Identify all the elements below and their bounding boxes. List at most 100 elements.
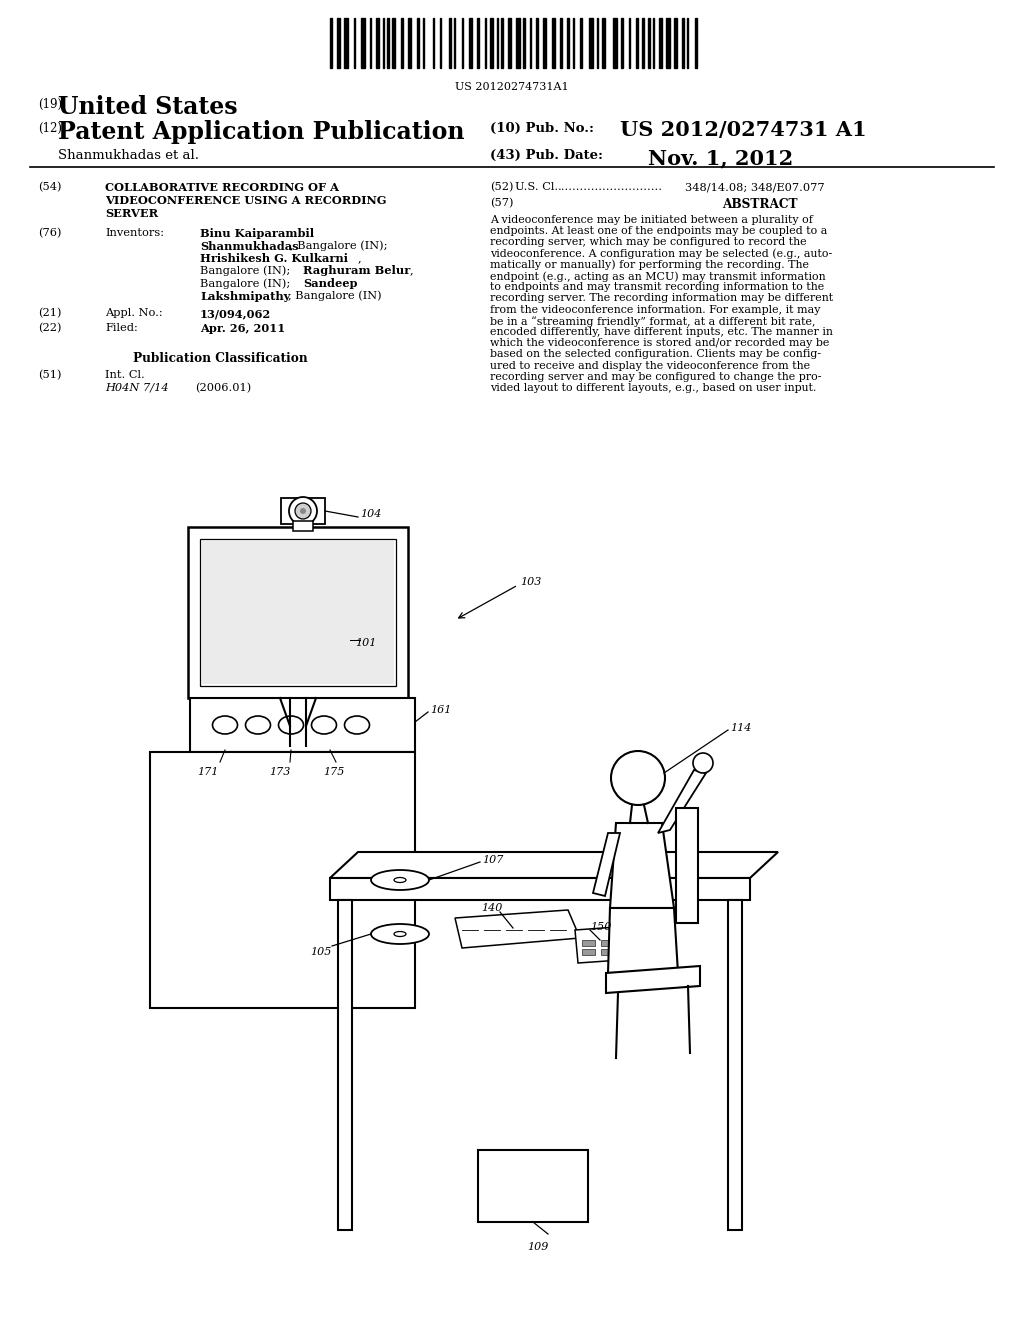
Text: ABSTRACT: ABSTRACT [722,198,798,211]
Bar [361,18,365,69]
Ellipse shape [394,932,406,936]
Text: (76): (76) [38,228,61,239]
Polygon shape [606,966,700,993]
Text: based on the selected configuration. Clients may be config-: based on the selected configuration. Cli… [490,350,821,359]
Bar [469,18,472,69]
Text: (2006.01): (2006.01) [195,383,251,393]
Text: Shanmukhadas et al.: Shanmukhadas et al. [58,149,199,162]
Text: 140: 140 [481,903,503,913]
Bar [648,18,650,69]
Text: 109: 109 [527,1242,549,1251]
Text: matically or manually) for performing the recording. The: matically or manually) for performing th… [490,260,809,271]
Text: 150: 150 [590,921,611,932]
Circle shape [300,508,306,513]
Bar [642,18,644,69]
Bar [567,18,569,69]
Text: 114: 114 [730,723,752,733]
Text: Appl. No.:: Appl. No.: [105,308,163,318]
Bar [408,18,411,69]
Polygon shape [330,851,778,878]
Ellipse shape [246,715,270,734]
Text: vided layout to different layouts, e.g., based on user input.: vided layout to different layouts, e.g.,… [490,383,816,393]
Bar [636,18,638,69]
Circle shape [693,752,713,774]
Bar [601,940,614,946]
Text: recording server and may be configured to change the pro-: recording server and may be configured t… [490,372,821,381]
Text: recording server, which may be configured to record the: recording server, which may be configure… [490,238,807,247]
Text: ............................: ............................ [558,182,663,191]
Bar [281,498,325,524]
Bar [478,1150,588,1222]
Text: Binu Kaiparambil: Binu Kaiparambil [200,228,314,239]
Bar [582,949,595,954]
Circle shape [295,503,311,519]
Bar [682,18,684,69]
Ellipse shape [371,870,429,890]
Ellipse shape [371,924,429,944]
Bar [200,539,396,686]
Text: United States: United States [58,95,238,119]
Bar [613,18,617,69]
Text: (43) Pub. Date:: (43) Pub. Date: [490,149,603,162]
Bar [601,949,614,954]
Polygon shape [455,909,580,948]
Bar [150,752,415,1008]
Text: videoconference. A configuration may be selected (e.g., auto-: videoconference. A configuration may be … [490,248,833,259]
Text: 175: 175 [324,767,345,777]
Text: be in a “streaming friendly” format, at a different bit rate,: be in a “streaming friendly” format, at … [490,315,815,326]
Bar [508,18,511,69]
Polygon shape [610,822,674,908]
Text: 348/14.08; 348/E07.077: 348/14.08; 348/E07.077 [685,182,824,191]
Bar [190,698,415,752]
Bar [376,18,379,69]
Text: 105: 105 [310,946,332,957]
Bar [490,18,493,69]
Polygon shape [658,770,706,833]
Text: ,: , [410,265,414,276]
Bar [392,18,395,69]
Text: 173: 173 [269,767,291,777]
Bar [516,18,520,69]
Text: Sandeep: Sandeep [303,279,357,289]
Text: (54): (54) [38,182,61,193]
Text: US 20120274731A1: US 20120274731A1 [456,82,568,92]
Text: Patent Application Publication: Patent Application Publication [58,120,465,144]
Ellipse shape [394,878,406,883]
Text: 104: 104 [360,510,381,519]
Text: (10) Pub. No.:: (10) Pub. No.: [490,121,594,135]
Text: A videoconference may be initiated between a plurality of: A videoconference may be initiated betwe… [490,215,813,224]
Text: Publication Classification: Publication Classification [133,352,307,366]
Text: Nov. 1, 2012: Nov. 1, 2012 [648,148,794,168]
Text: (51): (51) [38,370,61,380]
Bar [589,18,593,69]
Text: Apr. 26, 2011: Apr. 26, 2011 [200,323,286,334]
Bar [582,940,595,946]
Bar [543,18,546,69]
Text: to endpoints and may transmit recording information to the: to endpoints and may transmit recording … [490,282,824,292]
Text: ured to receive and display the videoconference from the: ured to receive and display the videocon… [490,360,810,371]
Bar [401,18,403,69]
Bar [560,18,562,69]
Text: encoded differently, have different inputs, etc. The manner in: encoded differently, have different inpu… [490,327,833,337]
Bar [695,18,697,69]
Bar [477,18,479,69]
Bar [676,808,698,923]
Polygon shape [330,878,750,900]
Text: U.S. Cl.: U.S. Cl. [515,182,558,191]
Bar [602,18,605,69]
Bar [202,541,394,684]
Text: 107: 107 [482,855,504,865]
Bar [501,18,503,69]
Text: Int. Cl.: Int. Cl. [105,370,144,380]
Text: from the videoconference information. For example, it may: from the videoconference information. Fo… [490,305,820,314]
Circle shape [611,751,665,805]
Ellipse shape [311,715,337,734]
Text: Hrishikesh G. Kulkarni: Hrishikesh G. Kulkarni [200,253,348,264]
Bar [659,18,662,69]
Text: 103: 103 [520,577,542,587]
Bar [293,521,313,531]
Text: Filed:: Filed: [105,323,138,333]
Text: ,: , [358,253,361,263]
Bar [330,18,332,69]
Bar [666,18,670,69]
